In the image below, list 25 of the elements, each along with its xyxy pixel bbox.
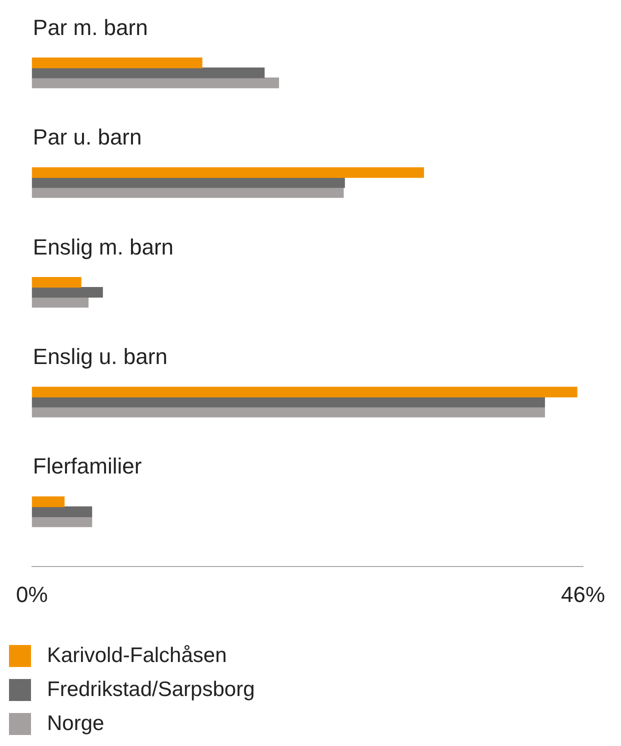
y-tick-label: Par m. barn xyxy=(32,14,148,40)
bar xyxy=(32,406,545,418)
y-tick-label: Enslig m. barn xyxy=(32,234,174,260)
bar xyxy=(32,58,202,68)
bar xyxy=(32,396,545,408)
bar xyxy=(32,296,89,308)
bar xyxy=(32,187,344,198)
legend-label: Norge xyxy=(47,712,104,736)
legend-label: Fredrikstad/Sarpsborg xyxy=(47,678,255,702)
bar xyxy=(32,167,424,178)
bar xyxy=(32,386,578,398)
bar xyxy=(32,68,265,78)
y-tick-label: Par u. barn xyxy=(32,124,142,150)
x-tick-label: 46% xyxy=(560,582,606,607)
bar xyxy=(32,276,82,288)
legend-label: Karivold-Falchåsen xyxy=(47,644,227,668)
bar xyxy=(32,177,345,188)
x-tick-label: 0% xyxy=(16,582,48,607)
bar xyxy=(32,496,65,508)
bar xyxy=(32,78,280,88)
y-tick-label: Enslig u. barn xyxy=(32,344,168,370)
bar xyxy=(32,516,92,528)
y-tick-label: Flerfamilier xyxy=(32,454,142,479)
bar xyxy=(32,286,103,298)
bar xyxy=(32,506,92,518)
